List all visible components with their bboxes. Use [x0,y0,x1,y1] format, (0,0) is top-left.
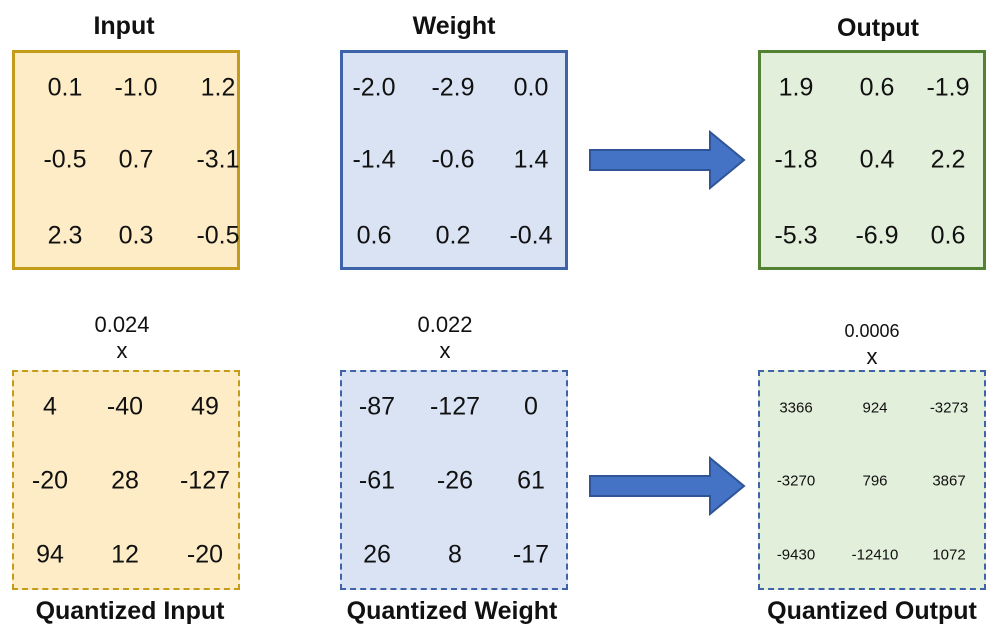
arrow-right-icon [589,129,746,191]
quantized-output-cell: 1072 [932,546,966,564]
weight-scale: 0.022 x [417,312,472,364]
weight-cell: -1.4 [352,145,396,174]
weight-cell: -0.6 [431,145,475,174]
input-scale: 0.024 x [94,312,149,364]
quantized-weight-title: Quantized Weight [346,597,558,625]
quantized-weight-cell: -87 [358,392,396,421]
quantized-weight-cell: 61 [517,466,545,495]
input-cell: -0.5 [196,221,240,250]
output-cell: -5.3 [774,221,818,250]
output-matrix [758,50,986,270]
input-cell: 1.2 [200,73,236,102]
output-cell: 1.9 [778,73,814,102]
weight-cell: 0.0 [513,73,549,102]
output-cell: 2.2 [930,145,966,174]
output-cell: -6.9 [855,221,899,250]
quantized-output-cell: 796 [862,472,888,490]
quantized-weight-matrix [340,370,568,590]
quantized-weight-cell: -26 [436,466,474,495]
output-cell: 0.6 [859,73,895,102]
input-cell: -0.5 [43,145,87,174]
quantized-output-cell: -3270 [776,472,816,490]
input-cell: 2.3 [47,221,83,250]
weight-scale-value: 0.022 [417,312,473,337]
output-cell: 0.6 [930,221,966,250]
quantized-input-cell: 4 [43,392,57,421]
input-cell: 0.3 [118,221,154,250]
quantized-weight-cell: 8 [448,540,462,569]
quantized-output-cell: -12410 [851,546,899,564]
input-cell: -1.0 [114,73,158,102]
input-matrix [12,50,240,270]
quantized-input-cell: -40 [106,392,144,421]
input-cell: 0.7 [118,145,154,174]
quantized-output-matrix [758,370,986,590]
weight-cell: -2.0 [352,73,396,102]
weight-scale-multiply: x [439,338,451,363]
quantized-output-title: Quantized Output [767,597,977,625]
output-scale-multiply: x [866,344,878,369]
output-title: Output [837,14,919,42]
quantized-output-cell: -3273 [929,399,969,417]
input-scale-value: 0.024 [94,312,150,337]
quantized-input-matrix [12,370,240,590]
output-scale: 0.0006 x [844,318,899,370]
quantized-input-cell: -127 [179,466,231,495]
quantized-output-cell: 924 [862,399,888,417]
arrow-right-icon [589,455,746,517]
weight-title: Weight [412,12,496,40]
output-cell: -1.8 [774,145,818,174]
input-cell: 0.1 [47,73,83,102]
weight-cell: 0.2 [435,221,471,250]
weight-matrix [340,50,568,270]
quantized-output-cell: 3366 [779,399,813,417]
output-cell: 0.4 [859,145,895,174]
weight-cell: -2.9 [431,73,475,102]
quantized-output-cell: 3867 [932,472,966,490]
quantized-weight-cell: -61 [358,466,396,495]
quantized-input-cell: 94 [36,540,64,569]
quantized-weight-cell: -127 [429,392,481,421]
input-title: Input [93,12,155,40]
quantized-weight-cell: 0 [524,392,538,421]
quantized-input-title: Quantized Input [35,597,225,625]
output-cell: -1.9 [926,73,970,102]
weight-cell: -0.4 [509,221,553,250]
quantized-input-cell: -20 [186,540,224,569]
quantized-output-cell: -9430 [776,546,816,564]
quantized-weight-cell: -17 [512,540,550,569]
weight-cell: 1.4 [513,145,549,174]
quantized-input-cell: 12 [111,540,139,569]
quantized-input-cell: 49 [191,392,219,421]
input-cell: -3.1 [196,145,240,174]
weight-cell: 0.6 [356,221,392,250]
quantized-weight-cell: 26 [363,540,391,569]
quantized-input-cell: -20 [31,466,69,495]
output-scale-value: 0.0006 [844,321,900,341]
quantized-input-cell: 28 [111,466,139,495]
input-scale-multiply: x [116,338,128,363]
